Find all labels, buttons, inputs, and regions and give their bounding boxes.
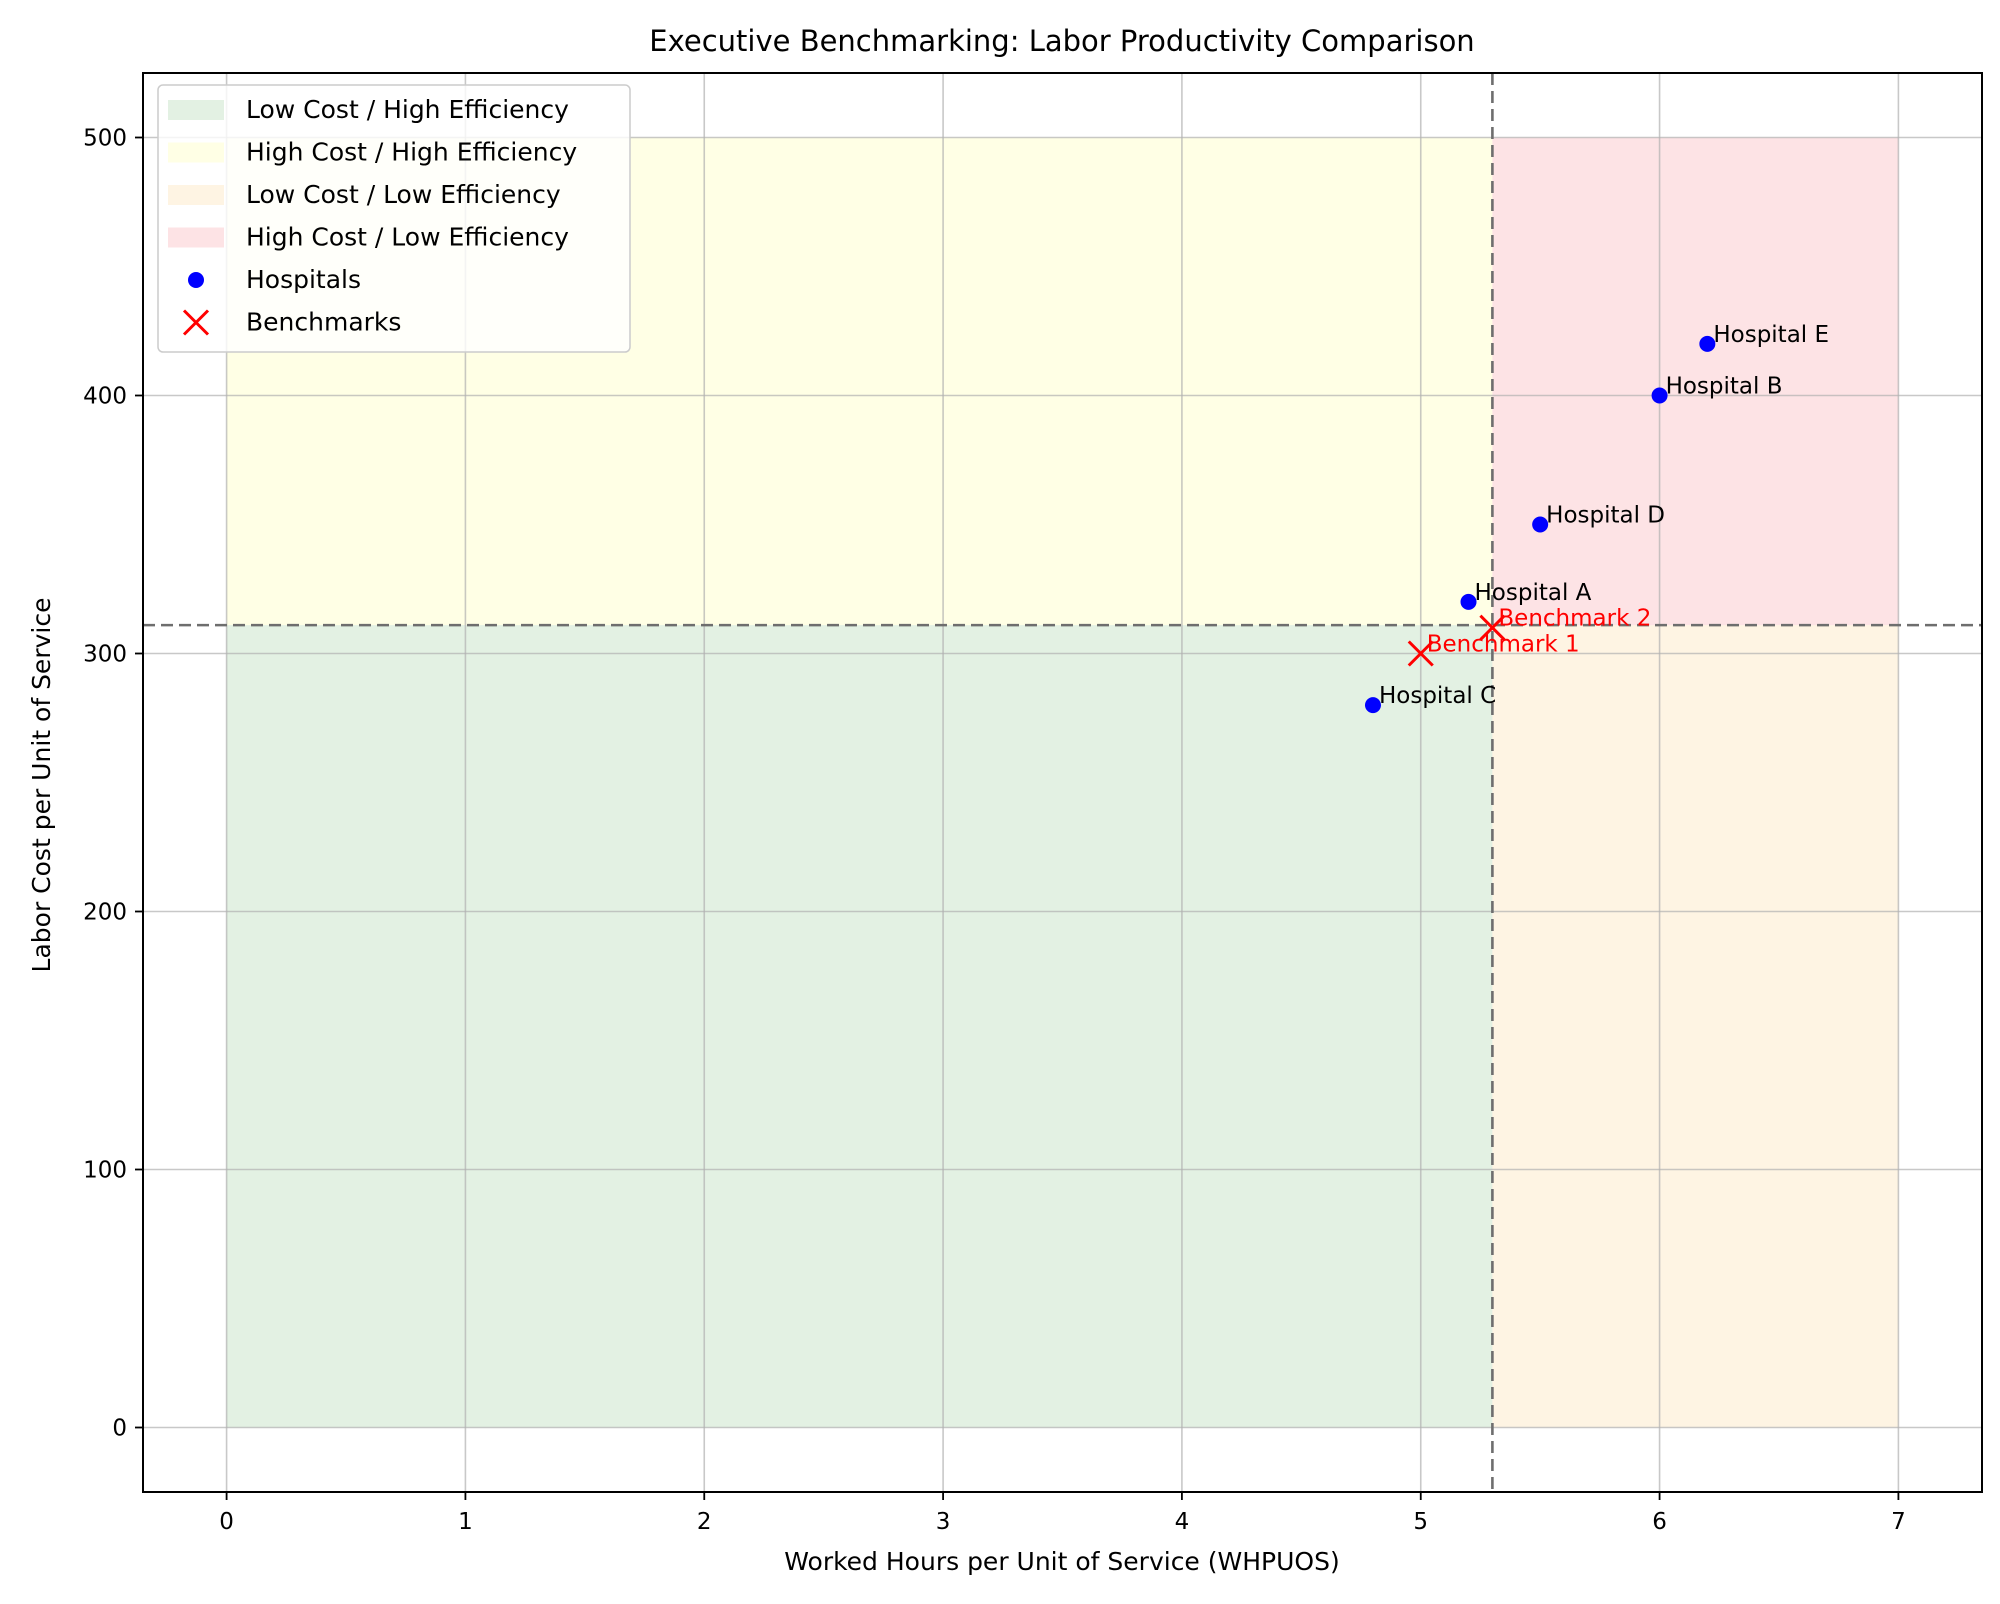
grid-lines: [143, 73, 1982, 1492]
label-hospital-d: Hospital D: [1546, 503, 1665, 529]
chart-title: Executive Benchmarking: Labor Productivi…: [649, 24, 1474, 58]
x-tick-label: 7: [1891, 1509, 1906, 1535]
x-tick-label: 5: [1413, 1509, 1428, 1535]
y-tick-label: 300: [83, 642, 127, 668]
legend-label: High Cost / Low Efficiency: [246, 223, 569, 252]
region-low-cost-low-efficiency: [1492, 625, 1899, 1428]
y-axis-label: Labor Cost per Unit of Service: [27, 598, 56, 973]
axes-frame: [142, 72, 1983, 1493]
legend-label: Benchmarks: [246, 308, 401, 337]
legend-entry-low-cost-low-efficiency: Low Cost / Low Efficiency: [168, 180, 561, 209]
legend-label: Low Cost / Low Efficiency: [246, 180, 561, 209]
point-hospital-e: [1699, 335, 1716, 352]
axis-ticks: 0 1 2 3 4 5 6 7 0 100 200 300 400 500: [83, 126, 1906, 1536]
x-tick-label: 2: [697, 1509, 712, 1535]
legend-box: [157, 84, 631, 353]
x-tick-label: 6: [1652, 1509, 1667, 1535]
threshold-lines: [143, 73, 1982, 1492]
y-tick-label: 100: [83, 1158, 127, 1184]
point-benchmark-1: [1407, 640, 1434, 667]
legend-swatch: [168, 142, 224, 163]
region-high-cost-low-efficiency: [1492, 137, 1899, 626]
legend-entry-hospitals: Hospitals: [188, 265, 361, 294]
legend-label: High Cost / High Efficiency: [246, 138, 577, 167]
x-axis-label: Worked Hours per Unit of Service (WHPUOS…: [784, 1547, 1339, 1576]
region-low-cost-high-efficiency: [226, 625, 1493, 1428]
x-marker-stroke: [1407, 640, 1434, 667]
point-hospital-c: [1364, 697, 1381, 714]
legend-marker-circle: [188, 272, 204, 288]
label-hospital-a: Hospital A: [1475, 580, 1592, 606]
point-labels: Hospital A Hospital B Hospital C Hospital D…: [1379, 322, 1829, 709]
legend-marker-x: [182, 309, 210, 336]
label-benchmark-1: Benchmark 1: [1427, 632, 1580, 658]
point-hospital-b: [1651, 387, 1668, 404]
legend-label: Low Cost / High Efficiency: [246, 95, 569, 124]
legend-swatch: [168, 185, 224, 205]
legend: Low Cost / High Efficiency High Cost / Hi…: [157, 84, 631, 353]
x-tick-label: 1: [458, 1509, 473, 1535]
data-points: [1364, 335, 1716, 714]
label-hospital-b: Hospital B: [1666, 374, 1783, 400]
quadrant-regions: [226, 137, 1899, 1428]
legend-swatch: [168, 227, 224, 248]
point-benchmark-2: [1479, 614, 1506, 641]
y-tick-label: 400: [83, 384, 127, 410]
y-tick-label: 500: [83, 126, 127, 152]
x-marker-stroke: [1479, 614, 1506, 641]
y-tick-label: 200: [83, 900, 127, 926]
legend-label: Hospitals: [246, 265, 361, 294]
legend-entry-high-cost-high-efficiency: High Cost / High Efficiency: [168, 138, 577, 167]
label-hospital-c: Hospital C: [1379, 683, 1496, 709]
legend-swatch: [168, 100, 224, 120]
x-tick-label: 3: [936, 1509, 951, 1535]
legend-entry-low-cost-high-efficiency: Low Cost / High Efficiency: [168, 95, 569, 124]
point-hospital-d: [1532, 516, 1549, 533]
x-tick-label: 4: [1175, 1509, 1190, 1535]
label-hospital-e: Hospital E: [1713, 322, 1829, 348]
label-benchmark-2: Benchmark 2: [1498, 606, 1651, 632]
x-tick-label: 0: [219, 1509, 234, 1535]
y-tick-label: 0: [112, 1416, 127, 1442]
point-hospital-a: [1460, 593, 1477, 610]
legend-entry-high-cost-low-efficiency: High Cost / Low Efficiency: [168, 223, 569, 252]
legend-entry-benchmarks: Benchmarks: [182, 308, 401, 337]
